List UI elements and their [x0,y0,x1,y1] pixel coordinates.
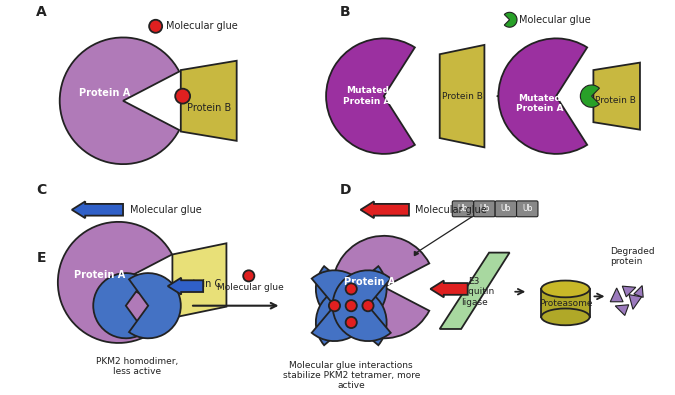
Text: Ub: Ub [479,204,489,213]
Polygon shape [615,305,628,316]
Wedge shape [580,85,599,107]
Polygon shape [629,295,642,309]
Text: Proteasome: Proteasome [539,299,592,308]
Wedge shape [129,273,181,338]
Text: E3
ubiquitin
ligase: E3 ubiquitin ligase [454,277,494,307]
Wedge shape [316,287,387,345]
Text: Mutated
Protein A: Mutated Protein A [516,94,563,113]
FancyBboxPatch shape [516,201,538,217]
Wedge shape [326,38,415,154]
Polygon shape [439,253,510,329]
Wedge shape [333,270,391,341]
Circle shape [346,317,357,328]
Wedge shape [59,38,180,164]
Text: Protein B: Protein B [595,96,636,105]
Polygon shape [168,278,203,295]
Text: Protein C: Protein C [178,279,221,289]
Polygon shape [172,243,226,318]
Text: E: E [36,251,46,265]
Text: Ub: Ub [458,204,468,213]
Text: Mutated
Protein A: Mutated Protein A [344,87,391,106]
Circle shape [329,300,340,311]
Text: Ub: Ub [501,204,511,213]
Text: Molecular glue: Molecular glue [519,15,591,25]
Text: Degraded
protein: Degraded protein [610,246,655,266]
Text: Protein B: Protein B [441,92,483,101]
Wedge shape [316,266,387,324]
Text: Protein B: Protein B [186,103,231,113]
Polygon shape [72,201,123,218]
Circle shape [346,300,357,311]
Circle shape [346,283,357,295]
Text: Molecular glue: Molecular glue [166,21,238,31]
Polygon shape [610,288,623,302]
Text: Protein A: Protein A [79,88,130,98]
Polygon shape [439,45,485,147]
Wedge shape [498,38,587,154]
Polygon shape [622,286,636,297]
Wedge shape [58,222,172,343]
Wedge shape [333,236,429,338]
Text: Molecular glue interactions
stabilize PKM2 tetramer, more
active: Molecular glue interactions stabilize PK… [283,361,420,390]
FancyBboxPatch shape [452,201,474,217]
Polygon shape [431,280,468,297]
Text: Protein A: Protein A [344,277,396,288]
FancyBboxPatch shape [495,201,516,217]
Text: Molecular glue: Molecular glue [130,205,201,215]
Text: Molecular glue: Molecular glue [217,282,284,292]
Wedge shape [504,12,517,27]
Text: PKM2 homodimer,
less active: PKM2 homodimer, less active [96,357,178,376]
Text: Protein A: Protein A [74,270,126,280]
Polygon shape [360,201,409,218]
Text: C: C [36,183,47,197]
Text: A: A [36,5,47,19]
Text: B: B [340,5,351,19]
Wedge shape [312,270,370,341]
Ellipse shape [541,280,590,297]
Polygon shape [634,286,643,297]
Text: Molecular glue: Molecular glue [414,205,486,215]
Polygon shape [593,62,640,130]
Circle shape [176,89,190,103]
Ellipse shape [541,308,590,325]
Text: D: D [340,183,352,197]
FancyBboxPatch shape [474,201,495,217]
Bar [541,289,590,317]
Circle shape [243,270,254,282]
Text: Ub: Ub [522,204,533,213]
Circle shape [149,20,162,33]
Circle shape [362,300,373,311]
Polygon shape [181,61,237,141]
Wedge shape [93,273,145,338]
